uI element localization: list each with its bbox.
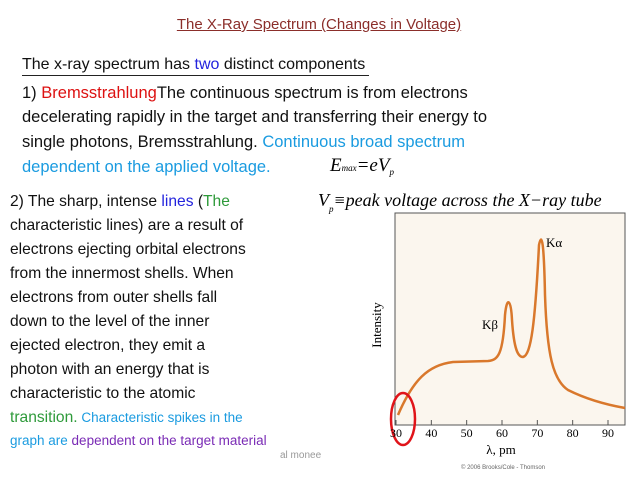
line: single photons, Bremsstrahlung. Continuo… bbox=[22, 133, 465, 152]
text: =eV bbox=[356, 155, 390, 176]
intro: The x-ray spectrum has two distinct comp… bbox=[22, 56, 370, 76]
text: two bbox=[194, 56, 220, 73]
peak-label: Kβ bbox=[482, 317, 498, 332]
text: transition. bbox=[10, 409, 78, 426]
text: 2) The sharp, intense bbox=[10, 193, 162, 210]
x-tick-label: 40 bbox=[425, 426, 437, 440]
text: Continuous broad spectrum bbox=[262, 133, 466, 151]
x-tick-label: 30 bbox=[390, 426, 402, 440]
text: 1) bbox=[22, 84, 42, 102]
text: dependent on the target material bbox=[71, 433, 267, 448]
text: ( bbox=[193, 193, 204, 210]
text: p bbox=[329, 204, 334, 214]
x-tick-label: 50 bbox=[461, 426, 473, 440]
text: graph are bbox=[10, 433, 72, 448]
highlight-circle bbox=[389, 391, 417, 447]
line: down to the level of the inner bbox=[10, 313, 210, 330]
text: lines bbox=[161, 193, 194, 210]
line: from the innermost shells. When bbox=[10, 265, 234, 282]
line: graph are dependent on the target materi… bbox=[10, 433, 267, 448]
text: p bbox=[389, 167, 394, 177]
text: The bbox=[203, 193, 230, 210]
line: electrons from outer shells fall bbox=[10, 289, 218, 306]
text: single photons, Bremsstrahlung. bbox=[22, 133, 263, 151]
formula: Emax=eVp bbox=[330, 155, 394, 177]
spectrum-curve bbox=[396, 238, 626, 416]
x-tick-label: 80 bbox=[567, 426, 579, 440]
line: transition. Characteristic spikes in the bbox=[10, 409, 243, 427]
line: ejected electron, they emit a bbox=[10, 337, 206, 354]
line: photon with an energy that is bbox=[10, 361, 210, 378]
credit: © 2006 Brooks/Cole - Thomson bbox=[461, 464, 545, 471]
line: characteristic to the atomic bbox=[10, 385, 196, 402]
plot-frame bbox=[394, 212, 626, 426]
x-tick-label: 90 bbox=[602, 426, 614, 440]
line: decelerating rapidly in the target and t… bbox=[22, 108, 487, 127]
line: electrons ejecting orbital electrons bbox=[10, 241, 246, 258]
text: Bremsstrahlung bbox=[41, 84, 157, 102]
formula: Vp≡peak voltage across the X−ray tube bbox=[318, 190, 602, 214]
text: ≡peak voltage across the X−ray tube bbox=[333, 190, 602, 210]
y-axis-label: Intensity bbox=[369, 302, 384, 348]
text: V bbox=[318, 190, 329, 210]
slide-title: The X-Ray Spectrum (Changes in Voltage) bbox=[176, 16, 462, 33]
x-tick-label: 70 bbox=[531, 426, 543, 440]
line: 1) BremsstrahlungThe continuous spectrum… bbox=[22, 84, 468, 103]
text: decelerating rapidly in the target and t… bbox=[22, 108, 488, 126]
x-tick-label: 60 bbox=[496, 426, 508, 440]
text: dependent on the applied voltage. bbox=[22, 158, 271, 176]
line: 2) The sharp, intense lines (The bbox=[10, 193, 230, 211]
text: E bbox=[330, 155, 342, 176]
text: The x-ray spectrum has bbox=[22, 56, 195, 73]
text: distinct components bbox=[219, 56, 366, 73]
text: max bbox=[341, 163, 357, 173]
text: Characteristic spikes in the bbox=[77, 410, 243, 425]
spectrum-figure: Kα Kβ Intensity λ, pm © 2006 Brooks/Cole… bbox=[369, 212, 626, 471]
footer: al monee bbox=[280, 450, 322, 461]
text: The continuous spectrum is from electron… bbox=[156, 84, 468, 102]
line: dependent on the applied voltage. bbox=[22, 158, 271, 177]
x-axis-label: λ, pm bbox=[486, 442, 515, 457]
line: characteristic lines) are a result of bbox=[10, 217, 244, 234]
peak-label: Kα bbox=[546, 235, 562, 250]
